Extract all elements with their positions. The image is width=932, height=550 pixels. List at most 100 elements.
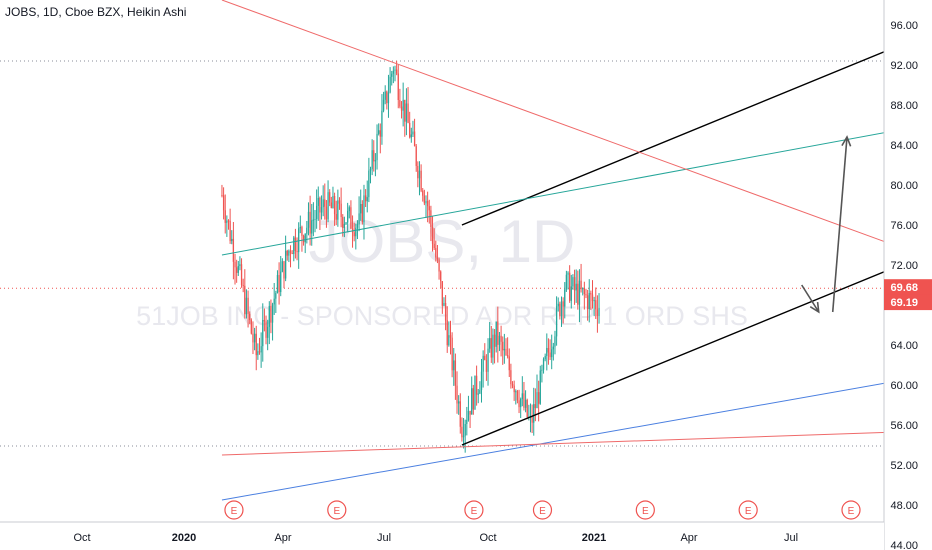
candle-body: [489, 338, 491, 349]
candle-body: [412, 131, 414, 135]
x-tick-label: Apr: [680, 532, 697, 544]
price-tag: [884, 294, 932, 311]
candle-body: [405, 103, 408, 122]
candle-body: [262, 319, 264, 347]
candle-body: [490, 338, 492, 358]
candle-body: [399, 99, 401, 107]
y-tick-label: 72.00: [890, 260, 918, 272]
candle-body: [474, 375, 476, 410]
candle-body: [294, 237, 297, 252]
candle-body: [555, 306, 558, 337]
candle-body: [271, 304, 274, 323]
earnings-marker: [532, 500, 553, 520]
plot-area[interactable]: [0, 0, 884, 522]
candle-body: [275, 293, 277, 299]
candle-body: [226, 220, 228, 223]
candle-body: [446, 320, 448, 346]
candle-body: [471, 388, 473, 415]
candle-body: [444, 303, 447, 321]
candle-body: [291, 253, 293, 255]
candle-body: [391, 73, 393, 77]
projection-arrows[interactable]: [801, 135, 852, 314]
candle-body: [410, 134, 412, 138]
candle-body: [572, 277, 574, 287]
candle-body: [332, 195, 334, 208]
candle-body: [244, 285, 246, 315]
candle-body: [299, 227, 301, 229]
candle-body: [358, 213, 360, 225]
candle-body: [343, 223, 346, 228]
y-tick-label: 56.00: [890, 420, 918, 432]
candle-body: [511, 384, 514, 386]
candle-body: [247, 297, 249, 314]
x-tick-label: Oct: [479, 532, 496, 544]
earnings-marker-label: E: [848, 506, 855, 517]
candle-body: [547, 347, 550, 353]
y-tick-label: 52.00: [890, 460, 918, 472]
time-axis[interactable]: [0, 522, 884, 550]
candle-body: [480, 371, 483, 391]
earnings-marker: [738, 500, 758, 520]
candle-body: [307, 211, 310, 228]
candle-body: [578, 280, 581, 305]
candle-body: [281, 261, 284, 272]
earnings-marker: [464, 500, 484, 520]
y-tick-label: 88.00: [890, 100, 918, 112]
candle-body: [461, 426, 463, 438]
candle-body: [464, 423, 466, 436]
y-tick-label: 80.00: [890, 180, 918, 192]
candle-body: [454, 360, 457, 386]
candle-body: [586, 295, 589, 310]
candle-body: [311, 220, 313, 234]
candle-body: [283, 261, 285, 279]
candle-body: [384, 91, 386, 100]
candle-body: [330, 202, 332, 208]
candle-body: [229, 220, 231, 242]
y-tick-label: 44.00: [890, 540, 918, 550]
candle-body: [420, 170, 422, 191]
candle-body: [312, 219, 315, 221]
candle-body: [541, 369, 543, 371]
y-tick-label: 76.00: [890, 220, 918, 232]
candle-body: [252, 333, 254, 343]
candle-body: [441, 281, 443, 306]
candle-body: [575, 283, 577, 291]
earnings-marker-label: E: [642, 506, 649, 517]
candle-body: [289, 250, 292, 254]
candle-body: [438, 259, 440, 272]
price-tag: [884, 279, 932, 296]
candle-body: [595, 300, 597, 310]
candle-body: [493, 334, 496, 347]
candle-body: [371, 150, 373, 170]
candle-body: [325, 206, 328, 220]
candle-body: [222, 195, 225, 211]
candle-body: [382, 99, 385, 111]
candle-body: [355, 227, 357, 237]
arrow-shaft: [831, 136, 848, 313]
earnings-marker: [327, 500, 347, 520]
candle-body: [539, 370, 541, 404]
y-tick-label: 48.00: [890, 500, 918, 512]
candle-body: [381, 110, 383, 137]
candle-body: [415, 146, 417, 166]
x-tick-label: Oct: [73, 532, 90, 544]
candle-body: [564, 289, 566, 307]
price-axis[interactable]: [884, 0, 932, 550]
candle-body: [250, 319, 252, 334]
candle-body: [422, 190, 424, 196]
candle-body: [479, 390, 481, 394]
candle-body: [221, 195, 223, 196]
candle-body: [469, 410, 471, 415]
candle-body: [293, 237, 295, 254]
candle-body: [569, 272, 571, 301]
candle-body: [231, 238, 233, 242]
candle-body: [443, 303, 445, 306]
candle-body: [552, 346, 554, 350]
candle-body: [373, 150, 375, 162]
candle-body: [329, 192, 331, 203]
candle-body: [270, 305, 272, 323]
earnings-marker-label: E: [471, 506, 478, 517]
candle-body: [224, 210, 226, 223]
